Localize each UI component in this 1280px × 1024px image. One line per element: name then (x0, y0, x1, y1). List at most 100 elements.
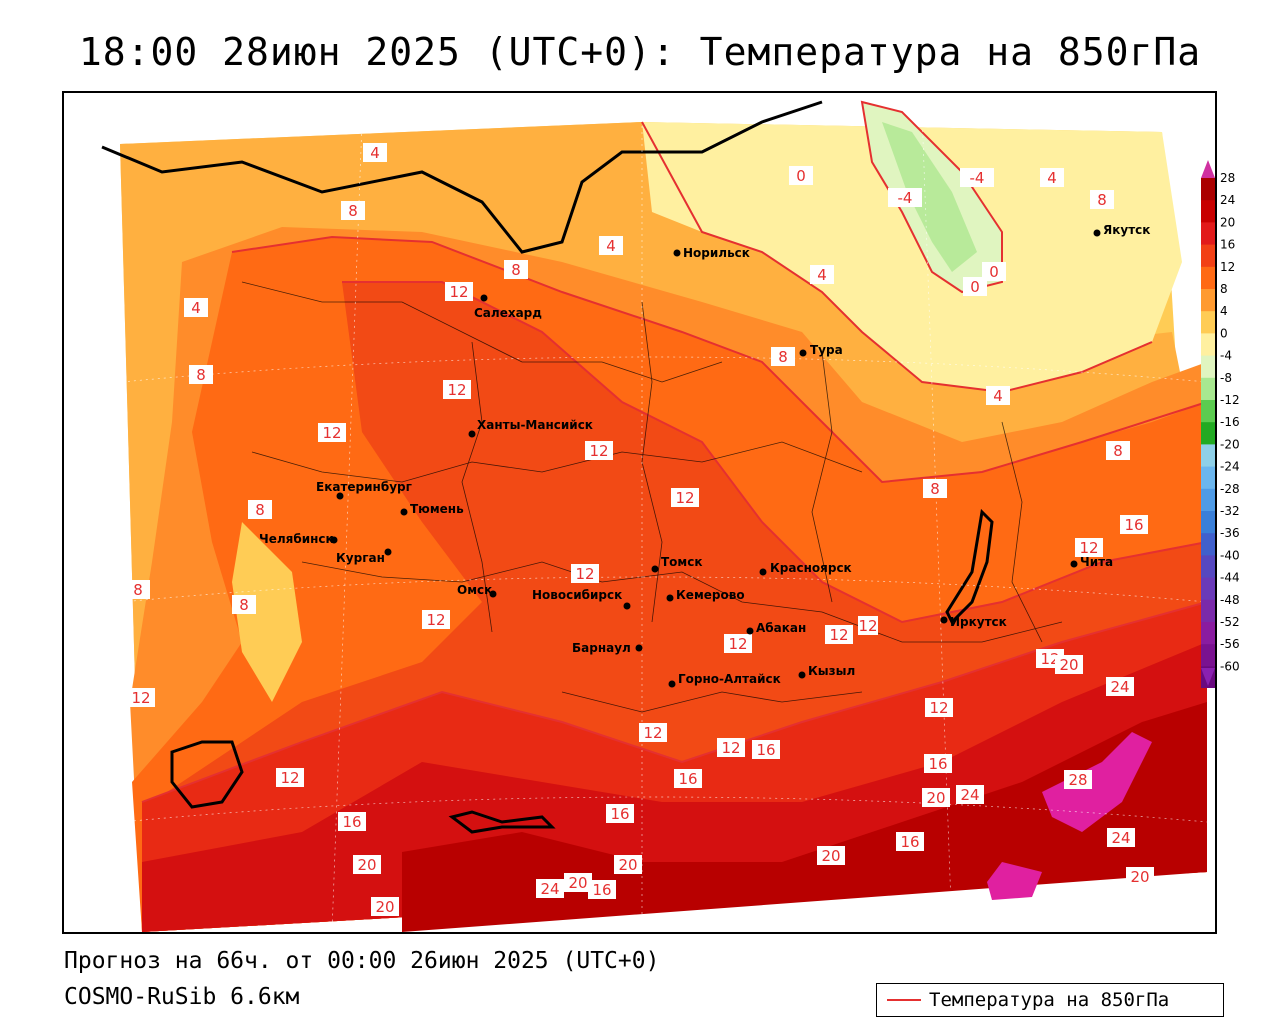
svg-text:12: 12 (643, 724, 662, 742)
isotherm-label: 12 (925, 698, 953, 717)
svg-text:4: 4 (1047, 169, 1057, 187)
city-marker: Омск (457, 583, 497, 598)
svg-text:8: 8 (348, 202, 358, 220)
color-scale-segment (1201, 444, 1215, 468)
zone-north-east-cool (642, 122, 1182, 392)
color-scale-tick-label: -4 (1220, 349, 1232, 363)
isotherm-label: 8 (923, 479, 947, 498)
svg-text:12: 12 (449, 283, 468, 301)
isotherm-label: 8 (189, 365, 213, 384)
forecast-info: Прогноз на 66ч. от 00:00 26июн 2025 (UTC… (64, 948, 660, 974)
isotherm-label: 20 (817, 846, 845, 865)
isotherm-label: 8 (771, 347, 795, 366)
color-scale-segment (1201, 289, 1215, 312)
coastlines (101, 100, 994, 834)
isotherm-label: 20 (353, 855, 381, 874)
isotherm-label: 8 (232, 595, 256, 614)
svg-text:8: 8 (255, 501, 265, 519)
color-scale-tick-label: -56 (1220, 637, 1240, 651)
color-scale-segment (1201, 200, 1215, 223)
isotherm-label: 12 (717, 738, 745, 757)
color-scale-tick-label: -28 (1220, 482, 1240, 496)
color-scale-segment (1201, 244, 1215, 268)
city-marker: Чита (1070, 555, 1113, 569)
isotherm-label: 12 (585, 441, 613, 460)
svg-text:Кемерово: Кемерово (676, 588, 745, 602)
isotherm-label: 8 (341, 201, 365, 220)
svg-text:20: 20 (568, 874, 587, 892)
isotherm-label: 8 (126, 580, 150, 599)
color-scale-tick-label: 4 (1220, 304, 1228, 318)
svg-text:Тура: Тура (810, 343, 843, 357)
color-scale-segment (1201, 222, 1215, 246)
svg-text:Омск: Омск (457, 583, 492, 597)
city-marker: Иркутск (940, 615, 1007, 629)
isotherm-label: 12 (724, 634, 752, 653)
city-marker: Якутск (1093, 223, 1150, 237)
svg-text:Иркутск: Иркутск (950, 615, 1007, 629)
svg-text:12: 12 (589, 442, 608, 460)
svg-text:Барнаул: Барнаул (572, 641, 631, 655)
isotherm-label: 4 (184, 298, 208, 317)
color-scale-tick-label: -24 (1220, 460, 1240, 474)
city-marker: Екатеринбург (316, 480, 412, 500)
svg-text:8: 8 (1097, 191, 1107, 209)
svg-text:12: 12 (575, 565, 594, 583)
city-marker: Кызыл (798, 664, 855, 679)
svg-text:20: 20 (357, 856, 376, 874)
svg-text:Красноярск: Красноярск (770, 561, 852, 575)
svg-text:4: 4 (993, 387, 1003, 405)
svg-text:16: 16 (756, 741, 775, 759)
color-scale-tick-label: 24 (1220, 193, 1235, 207)
isotherm-label: 20 (1055, 655, 1083, 674)
isotherm-label: 12 (1075, 538, 1103, 557)
model-name: COSMO-RuSib 6.6км (64, 984, 300, 1010)
city-marker: Тюмень (400, 502, 464, 516)
isotherm-label: 16 (674, 769, 702, 788)
svg-text:12: 12 (447, 381, 466, 399)
svg-text:12: 12 (280, 769, 299, 787)
isotherm-label: 12 (671, 488, 699, 507)
isotherm-label: 12 (858, 616, 878, 635)
color-scale-tick-label: -20 (1220, 437, 1240, 451)
temperature-map: 4 8 4 8 0 -4 -4 4 8 4 0 0 4 12 8 8 12 4 … (101, 100, 1208, 932)
svg-text:12: 12 (1040, 650, 1059, 668)
svg-text:16: 16 (610, 805, 629, 823)
isotherm-label: -4 (960, 168, 994, 187)
color-scale-tick-label: -48 (1220, 593, 1240, 607)
graticule (121, 102, 1208, 932)
city-marker: Салехард (474, 294, 542, 320)
svg-text:16: 16 (928, 755, 947, 773)
color-scale-tick-label: -32 (1220, 504, 1240, 518)
svg-text:12: 12 (1079, 539, 1098, 557)
isotherm-label: 16 (588, 880, 616, 899)
isotherm-label-group: 4 8 4 8 0 -4 -4 4 8 4 0 0 4 12 8 8 12 4 … (126, 143, 1154, 916)
isotherm-label: 16 (1120, 515, 1148, 534)
city-marker: Абакан (746, 621, 806, 635)
svg-text:12: 12 (829, 626, 848, 644)
color-scale-segment (1201, 178, 1215, 201)
color-scale-tick-label: 20 (1220, 215, 1235, 229)
svg-text:Чита: Чита (1080, 555, 1113, 569)
color-scale-tick-label: 16 (1220, 238, 1235, 252)
svg-text:12: 12 (426, 611, 445, 629)
svg-text:12: 12 (728, 635, 747, 653)
city-marker: Тура (799, 343, 843, 357)
svg-text:Челябинск: Челябинск (259, 532, 334, 546)
isotherm-label: 4 (810, 265, 834, 284)
isotherm-label: 12 (825, 625, 853, 644)
svg-text:0: 0 (970, 278, 980, 296)
legend-box: Температура на 850гПа (876, 983, 1224, 1017)
map-frame: 4 8 4 8 0 -4 -4 4 8 4 0 0 4 12 8 8 12 4 … (62, 91, 1217, 934)
svg-text:16: 16 (900, 833, 919, 851)
color-scale-segment (1201, 422, 1215, 445)
color-scale-segment (1201, 622, 1215, 645)
isotherm-label: 16 (606, 804, 634, 823)
svg-text:12: 12 (131, 689, 150, 707)
isotherm-label: 24 (536, 879, 564, 898)
color-scale-tick-label: 12 (1220, 260, 1235, 274)
isotherm-label: 24 (1106, 677, 1134, 696)
color-scale-segment (1201, 377, 1215, 401)
svg-text:Новосибирск: Новосибирск (532, 588, 622, 602)
svg-text:16: 16 (592, 881, 611, 899)
